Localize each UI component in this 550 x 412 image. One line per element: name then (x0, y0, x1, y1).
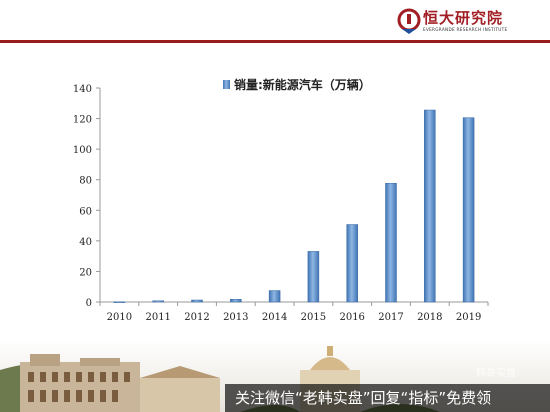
bar-chart: 销量:新能源汽车（万辆） 0 20 40 60 80 100 120 140 2010 2011… (73, 77, 489, 323)
logo-subtext: EVERGRANDE RESEARCH INSTITUTE (423, 27, 508, 32)
y-tick-label: 40 (79, 237, 92, 248)
bar-2011 (152, 300, 164, 303)
promo-banner: 关注微信“老韩实盘”回复“指标”免费领 (225, 384, 550, 412)
x-tick-label: 2019 (456, 312, 481, 323)
y-axis: 0 20 40 60 80 100 120 140 (73, 84, 100, 309)
watermark: 韩哥实盘 (476, 368, 516, 379)
x-tick-label: 2013 (223, 312, 248, 323)
bar-2017 (385, 182, 397, 303)
x-tick-label: 2010 (107, 312, 132, 323)
x-tick-label: 2015 (301, 312, 326, 323)
x-tick-label: 2017 (378, 312, 403, 323)
bar-2015 (307, 251, 320, 303)
x-tick-label: 2018 (417, 312, 442, 323)
bar-2014 (268, 290, 281, 303)
bar-2018 (424, 109, 436, 303)
x-tick-label: 2012 (184, 312, 209, 323)
y-tick-label: 100 (73, 145, 92, 156)
legend-swatch (223, 80, 230, 89)
y-tick-label: 80 (79, 176, 92, 187)
y-tick-label: 120 (73, 115, 92, 126)
x-tick-label: 2016 (339, 312, 364, 323)
y-tick-label: 20 (79, 267, 92, 278)
x-tick-label: 2011 (145, 312, 170, 323)
x-tick-label: 2014 (262, 312, 287, 323)
header-divider (0, 40, 550, 43)
bar-2016 (346, 224, 358, 303)
legend-label: 销量:新能源汽车（万辆） (234, 77, 371, 92)
bar-2019 (462, 117, 475, 303)
bar-2013 (230, 298, 242, 303)
y-tick-label: 60 (79, 206, 92, 217)
logo-icon (397, 8, 421, 34)
logo-text: 恒大研究院 (423, 9, 504, 27)
legend: 销量:新能源汽车（万辆） (223, 77, 371, 92)
bars (113, 109, 475, 303)
bar-2012 (191, 299, 203, 303)
bar-2010 (113, 301, 126, 303)
y-tick-label: 140 (73, 84, 92, 95)
x-axis: 2010 2011 2012 2013 2014 2015 2016 2017 2018 2019 (99, 302, 489, 323)
y-tick-label: 0 (86, 298, 92, 309)
logo: 恒大研究院 EVERGRANDE RESEARCH INSTITUTE (396, 6, 550, 40)
